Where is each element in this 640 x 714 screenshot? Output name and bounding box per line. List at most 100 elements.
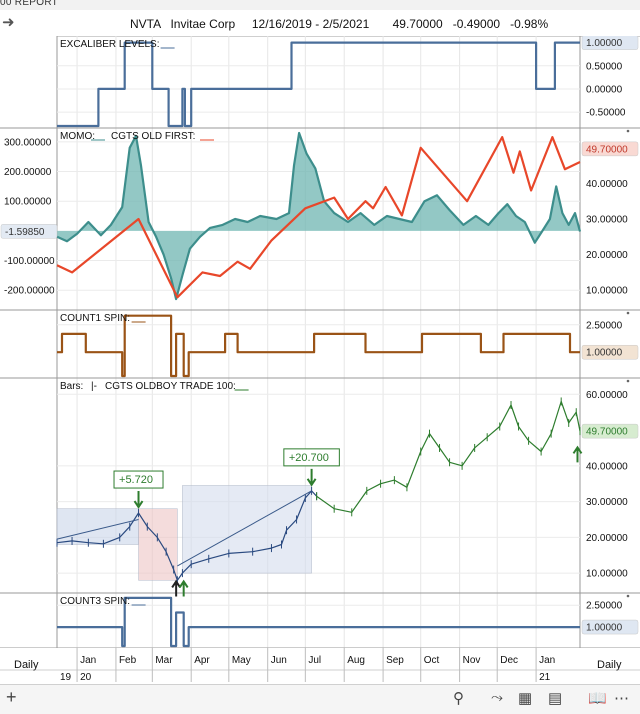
pane-dot — [626, 129, 630, 133]
window-title: 00 REPORT — [0, 0, 59, 8]
price-series-1 — [316, 400, 581, 513]
last-price: 49.70000 — [392, 17, 443, 31]
right-tick-label: 10.00000 — [586, 569, 628, 580]
count1-series-0 — [57, 314, 580, 378]
right-tick-label: 0.00000 — [586, 84, 623, 95]
panel-icon[interactable]: ▤ — [548, 690, 563, 707]
price-title: Bars: — [60, 381, 83, 392]
quote-header: ➜ NVTA Invitae Corp 12/16/2019 - 2/5/202… — [0, 10, 640, 37]
bottom-toolbar: + ⚲ ⤳ ▦ ▤ 📖 ⋯ — [0, 684, 640, 714]
month-label: Feb — [119, 655, 137, 666]
count1-badge: 1.00000 — [586, 348, 623, 359]
trade-zone — [138, 508, 178, 581]
momo-right-badge: 49.70000 — [586, 144, 628, 155]
left-tick-label: 200.00000 — [4, 167, 52, 178]
more-icon[interactable]: ⋯ — [614, 690, 629, 707]
count1-badge-box — [581, 344, 639, 360]
momo-area — [57, 133, 580, 300]
price-change: -0.49000 — [452, 17, 501, 31]
left-tick-label: 300.00000 — [4, 137, 52, 148]
right-tick-label: 30.00000 — [586, 497, 628, 508]
gain-label: +20.700 — [289, 452, 329, 464]
month-label: Nov — [463, 655, 481, 666]
month-label: Jan — [539, 655, 555, 666]
right-tick-label: 30.00000 — [586, 215, 628, 226]
momo-series-0 — [56, 131, 582, 301]
momo-title: MOMO: — [60, 131, 95, 142]
left-tick-label: 100.00000 — [4, 197, 52, 208]
book-icon[interactable]: 📖 — [588, 690, 607, 707]
price-badge-box — [581, 423, 639, 439]
month-label: May — [232, 655, 251, 666]
count3-badge: 1.00000 — [586, 623, 623, 634]
plus-icon[interactable]: + — [6, 687, 17, 707]
count3-series-0 — [57, 596, 580, 648]
quote-line: NVTA Invitae Corp 12/16/2019 - 2/5/2021 … — [130, 17, 548, 31]
gain-label-box — [283, 448, 340, 467]
buy-arrow — [178, 579, 189, 597]
momo-title2: CGTS OLD FIRST: — [111, 131, 195, 142]
buy-arrow — [171, 579, 181, 597]
pane-dot — [626, 594, 630, 598]
year-label: 21 — [539, 672, 551, 683]
price-badge: 49.70000 — [586, 427, 628, 438]
periodicity-right: Daily — [597, 659, 622, 671]
company-name: Invitae Corp — [170, 17, 236, 31]
trend-line — [177, 490, 312, 567]
month-label: Jul — [308, 655, 321, 666]
left-axis-gutter — [0, 36, 57, 648]
price-title-mark: |- — [91, 381, 97, 392]
right-tick-label: 40.00000 — [586, 179, 628, 190]
right-tick-label: 10.00000 — [586, 286, 628, 297]
right-tick-label: 20.00000 — [586, 533, 628, 544]
trade-zone — [182, 485, 312, 574]
price-title2: CGTS OLDBOY TRADE 100: — [105, 381, 236, 392]
right-tick-label: 0.50000 — [586, 61, 623, 72]
right-tick-label: 60.00000 — [586, 390, 628, 401]
year-label: 20 — [80, 672, 92, 683]
left-tick-label: -200.00000 — [4, 286, 55, 297]
count1-title: COUNT1 SPIN: — [60, 313, 130, 324]
excaliber-badge-box — [581, 36, 639, 50]
month-label: Jun — [271, 655, 287, 666]
month-label: Jan — [80, 655, 96, 666]
month-label: Oct — [424, 655, 440, 666]
momo-right-badge-box — [581, 141, 639, 157]
pane-dot — [626, 379, 630, 383]
right-tick-label: 20.00000 — [586, 250, 628, 261]
pane-dot — [626, 311, 630, 315]
momo-left-badge: -1.59850 — [5, 227, 45, 238]
sell-arrow — [306, 468, 317, 487]
month-label: Mar — [155, 655, 173, 666]
arrow-right-icon[interactable]: ➜ — [2, 14, 15, 31]
date-range: 12/16/2019 - 2/5/2021 — [251, 17, 370, 31]
right-tick-label: 40.00000 — [586, 461, 628, 472]
gain-label: +5.720 — [119, 474, 153, 486]
count3-title: COUNT3 SPIN: — [60, 596, 130, 607]
year-label: 19 — [60, 672, 72, 683]
month-label: Dec — [500, 655, 518, 666]
chart-area[interactable]: 0.50000 0.00000 -0.50000 EXCALIBER LEVELS: 1… — [0, 36, 640, 684]
time-axis-bg — [0, 648, 640, 684]
trend-line — [56, 518, 139, 540]
grid-icon[interactable]: ▦ — [518, 690, 533, 707]
trade-zone — [56, 508, 139, 545]
right-tick-label: 2.50000 — [586, 320, 623, 331]
momo-left-badge-box — [0, 224, 58, 239]
gain-label-box — [113, 470, 164, 489]
symbol: NVTA — [130, 17, 161, 31]
count3-badge-box — [581, 619, 639, 635]
excaliber-badge: 1.00000 — [586, 38, 623, 49]
month-label: Apr — [194, 655, 210, 666]
line-draw-icon[interactable]: ⤳ — [491, 689, 504, 706]
right-tick-label: 2.50000 — [586, 601, 623, 612]
left-tick-label: -100.00000 — [4, 256, 55, 267]
right-tick-label: -0.50000 — [586, 108, 626, 119]
price-change-pct: -0.98% — [510, 17, 549, 31]
excaliber-series-0 — [57, 41, 580, 128]
search-icon[interactable]: ⚲ — [453, 690, 464, 707]
momo-series-1 — [56, 136, 581, 299]
month-label: Aug — [347, 655, 365, 666]
buy-arrow — [572, 445, 583, 463]
excaliber-title: EXCALIBER LEVELS: — [60, 39, 160, 50]
